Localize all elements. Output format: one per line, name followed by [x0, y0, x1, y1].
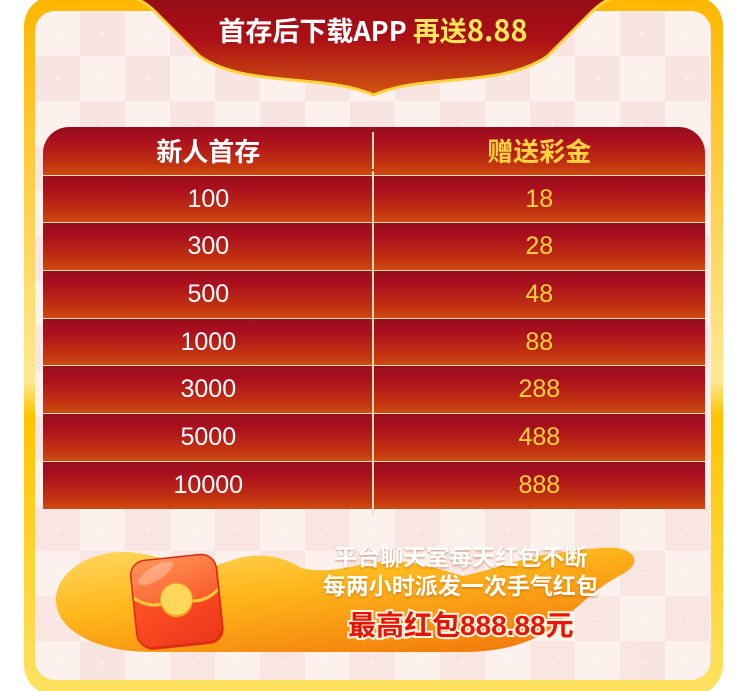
svg-text:首存后下载APP 再送8.88: 首存后下载APP 再送8.88 [218, 8, 527, 50]
